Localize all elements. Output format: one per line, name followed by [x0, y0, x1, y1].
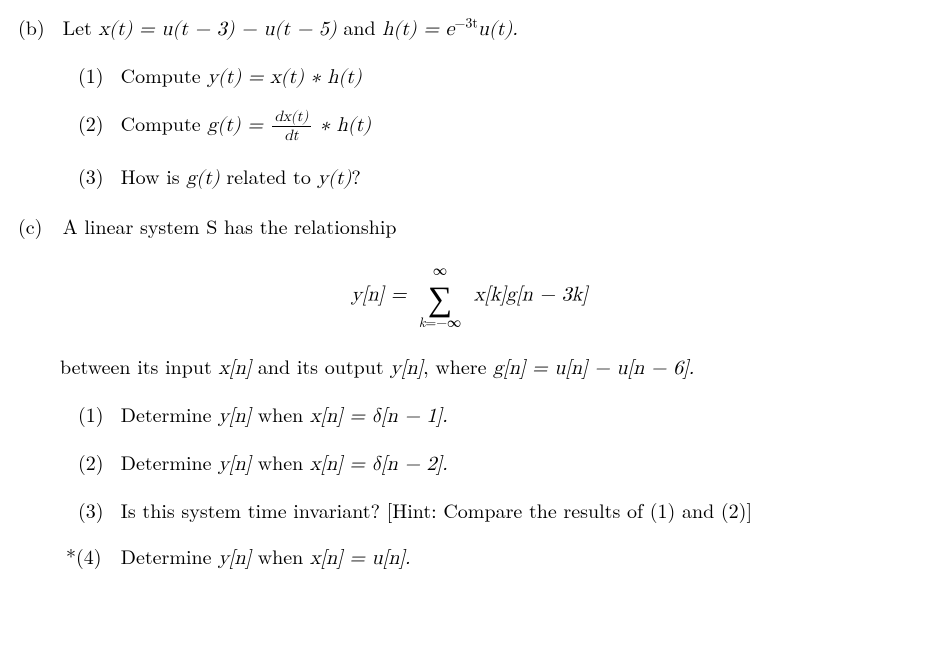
math: y[n]: [390, 358, 423, 378]
text: when: [251, 447, 310, 476]
denominator: dt: [272, 127, 312, 145]
sum-lower: k=−∞: [419, 315, 461, 329]
text: u(t).: [478, 19, 518, 39]
part-b-sub1: (1) Compute y(t) = x(t) ∗ h(t): [78, 60, 921, 92]
part-b-sub2: (2) Compute g(t) = dx(t)dt ∗ h(t): [78, 108, 921, 145]
part-c: (c) A linear system S has the relationsh…: [18, 211, 921, 573]
text: Compute: [121, 60, 208, 89]
sub-label: *(4): [66, 541, 114, 571]
text: h(t) = e: [382, 19, 454, 39]
text: =−∞: [425, 312, 461, 332]
part-c-sub1: (1) Determine y[n] when x[n] = δ[n − 1].: [78, 399, 921, 431]
math: x[n] = δ[n − 1].: [310, 406, 448, 426]
text: and: [337, 12, 383, 41]
sub-label: (1): [78, 399, 114, 429]
text: Let: [63, 12, 99, 41]
text: ∗ h(t): [313, 115, 371, 135]
part-c-between: between its input x[n] and its output y[…: [60, 351, 921, 383]
summation: ∞ ∑ k=−∞: [419, 263, 461, 329]
sub-label: (2): [78, 447, 114, 477]
fraction: dx(t)dt: [272, 109, 312, 145]
text: between its input: [60, 351, 218, 380]
text: g(t) =: [207, 115, 269, 135]
eq-rhs: x[k]g[n − 3k]: [474, 284, 588, 304]
text: Is this system time invariant? [Hint: Co…: [121, 495, 752, 524]
text: , where: [423, 351, 493, 380]
sub-label: (2): [78, 108, 114, 138]
math: g(t) = dx(t)dt ∗ h(t): [207, 115, 371, 135]
text: related to: [220, 161, 318, 190]
part-b-label: (b): [18, 12, 56, 42]
part-b-intro: Let x(t) = u(t − 3) − u(t − 5) and h(t) …: [63, 12, 518, 41]
part-c-intro: A linear system S has the relationship: [63, 211, 397, 240]
text: when: [251, 541, 310, 570]
sigma-icon: ∑: [419, 279, 461, 313]
math: x[n]: [218, 358, 251, 378]
math: g(t): [186, 168, 219, 188]
text: Determine: [121, 541, 219, 570]
math: y[n]: [218, 548, 251, 568]
math: g[n] = u[n] − u[n − 6].: [493, 358, 694, 378]
math: y(t): [317, 168, 351, 188]
text: Compute: [121, 108, 208, 137]
math: y[n]: [218, 406, 251, 426]
sub-label: (3): [78, 161, 114, 191]
part-c-sub3: (3) Is this system time invariant? [Hint…: [78, 495, 921, 525]
part-c-label: (c): [18, 211, 56, 241]
text: when: [251, 399, 310, 428]
eq-lhs: y[n] =: [351, 284, 413, 304]
math: x[n] = u[n].: [310, 548, 411, 568]
part-b: (b) Let x(t) = u(t − 3) − u(t − 5) and h…: [18, 12, 921, 193]
text: Determine: [121, 399, 219, 428]
exponent: −3t: [454, 16, 477, 30]
text: How is: [121, 161, 187, 190]
math: y(t) = x(t) ∗ h(t): [207, 67, 361, 87]
numerator: dx(t): [272, 109, 312, 128]
math: x[n] = δ[n − 2].: [310, 454, 448, 474]
part-c-sub2: (2) Determine y[n] when x[n] = δ[n − 2].: [78, 447, 921, 479]
text: ?: [351, 161, 360, 190]
part-c-sub4: *(4) Determine y[n] when x[n] = u[n].: [66, 541, 921, 573]
math: x(t) = u(t − 3) − u(t − 5): [99, 19, 337, 39]
math: y[n]: [218, 454, 251, 474]
math: h(t) = e−3tu(t).: [382, 19, 518, 39]
sub-label: (3): [78, 495, 114, 525]
text: Determine: [121, 447, 219, 476]
text: and its output: [251, 351, 390, 380]
part-b-sub3: (3) How is g(t) related to y(t)?: [78, 161, 921, 193]
sub-label: (1): [78, 60, 114, 90]
display-equation: y[n] = ∞ ∑ k=−∞ x[k]g[n − 3k]: [18, 263, 921, 329]
